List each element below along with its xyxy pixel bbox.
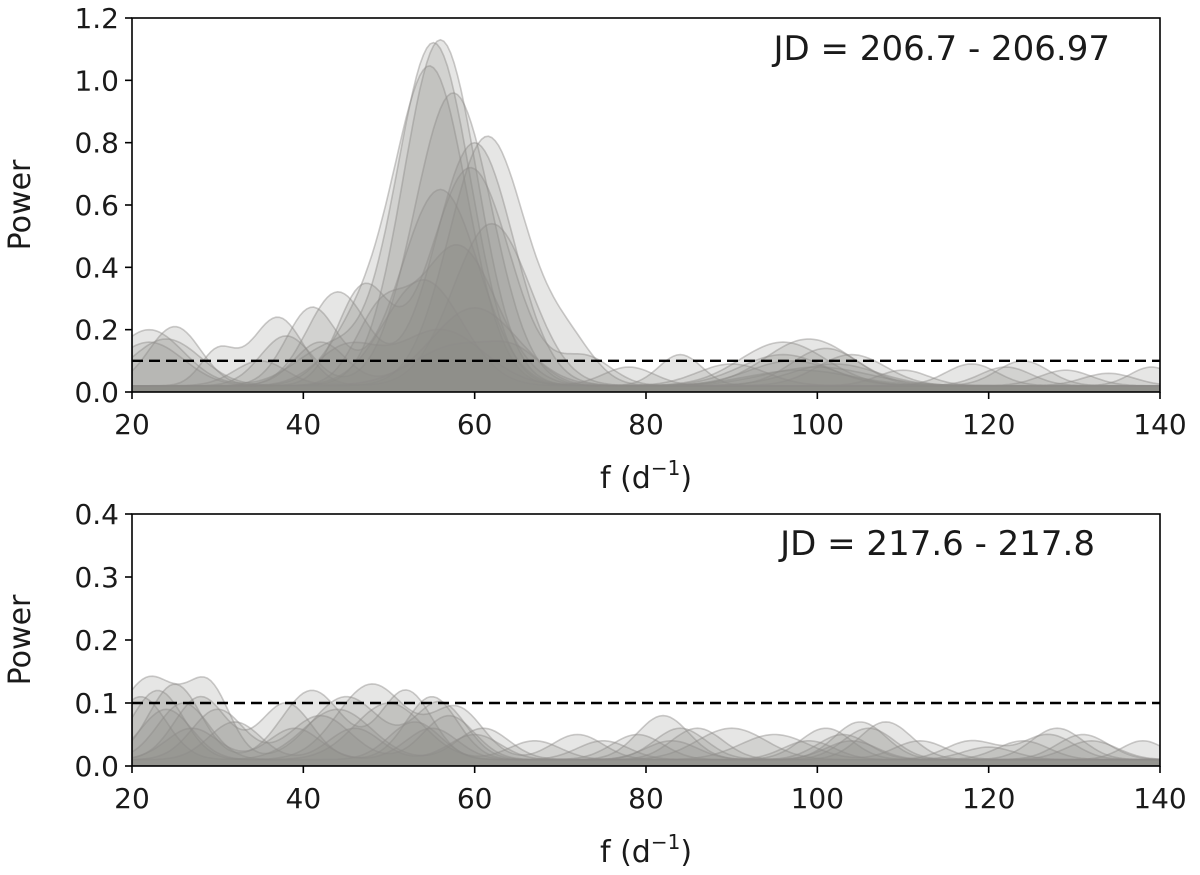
x-tick-label: 80 bbox=[628, 408, 664, 441]
periodogram-series-9 bbox=[132, 222, 1160, 392]
periodogram-series-11 bbox=[132, 278, 1160, 392]
x-axis-label-close: ) bbox=[680, 835, 692, 870]
panel-1: 20 40 60 80 100 120 140 0.0 0.2 0.4 0.6 0.8 1.0 1.2 Po… bbox=[3, 2, 1187, 496]
x-tick-label: 80 bbox=[628, 782, 664, 815]
x-tick-label: 140 bbox=[1133, 408, 1186, 441]
periodogram-series-6 bbox=[132, 141, 1160, 392]
periodogram-series-4 bbox=[132, 92, 1160, 392]
periodogram-series-1 bbox=[132, 41, 1160, 392]
jd-annotation: JD = 206.7 - 206.97 bbox=[772, 29, 1111, 69]
x-axis-label-base: f (d bbox=[600, 461, 651, 496]
periodogram-series-10 bbox=[132, 243, 1160, 392]
y-axis-label: Power bbox=[3, 159, 38, 250]
x-tick-label: 60 bbox=[457, 408, 493, 441]
periodogram-series-9 bbox=[132, 721, 1160, 766]
y-tick-label: 0.0 bbox=[74, 376, 119, 409]
periodogram-series-8 bbox=[132, 708, 1160, 766]
x-tick-label: 100 bbox=[791, 782, 844, 815]
periodogram-series-3 bbox=[132, 683, 1160, 766]
x-axis-label: f (d−1) bbox=[600, 830, 692, 870]
periodogram-series-2 bbox=[132, 683, 1160, 766]
periodogram-series-7 bbox=[132, 166, 1160, 392]
y-tick-label: 1.0 bbox=[74, 64, 119, 97]
x-tick-label: 60 bbox=[457, 782, 493, 815]
periodogram-series-6 bbox=[132, 702, 1160, 766]
periodogram-series-7 bbox=[132, 708, 1160, 766]
periodogram-series-10 bbox=[132, 727, 1160, 766]
y-tick-label: 0.8 bbox=[74, 127, 119, 160]
panel-2: 20 40 60 80 100 120 140 0.0 0.1 0.2 0.3 0.4 Power f (… bbox=[3, 498, 1187, 870]
y-tick-label: 0.4 bbox=[74, 498, 119, 531]
x-axis-label-exponent: −1 bbox=[651, 830, 680, 854]
periodogram-series-4 bbox=[132, 695, 1160, 766]
y-tick-label: 0.3 bbox=[74, 561, 119, 594]
x-tick-label: 40 bbox=[286, 782, 322, 815]
periodogram-series-5 bbox=[132, 696, 1160, 766]
y-tick-label: 0.4 bbox=[74, 251, 119, 284]
x-tick-label: 100 bbox=[791, 408, 844, 441]
periodogram-curves bbox=[132, 38, 1160, 392]
jd-annotation: JD = 217.6 - 217.8 bbox=[778, 524, 1095, 564]
y-axis-label: Power bbox=[3, 594, 38, 685]
y-tick-label: 0.2 bbox=[74, 624, 119, 657]
x-axis-label-close: ) bbox=[680, 461, 692, 496]
periodogram-series-5 bbox=[132, 135, 1160, 392]
y-tick-label: 1.2 bbox=[74, 2, 119, 35]
x-tick-label: 20 bbox=[114, 408, 150, 441]
x-tick-label: 120 bbox=[962, 782, 1015, 815]
y-tick-label: 0.1 bbox=[74, 687, 119, 720]
periodogram-curves bbox=[132, 675, 1160, 766]
periodogram-series-13 bbox=[132, 328, 1160, 392]
periodogram-series-3 bbox=[132, 65, 1160, 392]
x-tick-label: 120 bbox=[962, 408, 1015, 441]
x-tick-label: 40 bbox=[286, 408, 322, 441]
periodogram-series-14 bbox=[132, 340, 1160, 392]
periodogram-series-12 bbox=[132, 306, 1160, 392]
x-tick-label: 20 bbox=[114, 782, 150, 815]
x-axis-label-base: f (d bbox=[600, 835, 651, 870]
periodogram-series-2 bbox=[132, 38, 1160, 392]
y-tick-label: 0.0 bbox=[74, 750, 119, 783]
y-tick-label: 0.6 bbox=[74, 189, 119, 222]
x-axis-label: f (d−1) bbox=[600, 456, 692, 496]
periodogram-series-1 bbox=[132, 675, 1160, 766]
x-tick-label: 140 bbox=[1133, 782, 1186, 815]
y-tick-label: 0.2 bbox=[74, 314, 119, 347]
periodogram-series-8 bbox=[132, 188, 1160, 392]
x-axis-label-exponent: −1 bbox=[651, 456, 680, 480]
